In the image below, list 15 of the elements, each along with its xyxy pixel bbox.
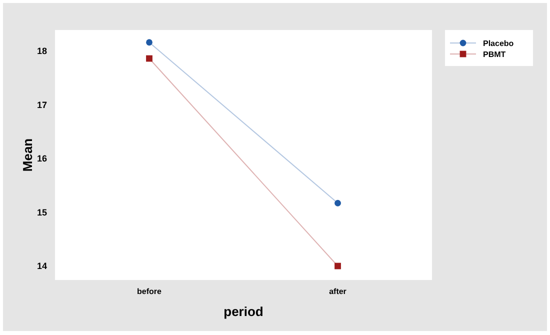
x-axis-title: period [224,304,264,319]
y-axis-title: Mean [20,138,35,172]
point [334,200,341,206]
x-tick-label: before [137,287,162,296]
y-tick-label: 18 [36,46,47,56]
point [146,39,152,46]
y-tick-label: 17 [36,100,47,110]
y-tick-label: 15 [36,207,47,218]
point [334,262,341,270]
legend-label: Placebo [483,38,514,48]
x-tick-label: after [329,287,346,296]
y-tick-label: 14 [36,261,47,272]
legend-label: PBMT [483,50,506,59]
point [146,55,152,62]
y-tick-label: 16 [36,154,47,164]
